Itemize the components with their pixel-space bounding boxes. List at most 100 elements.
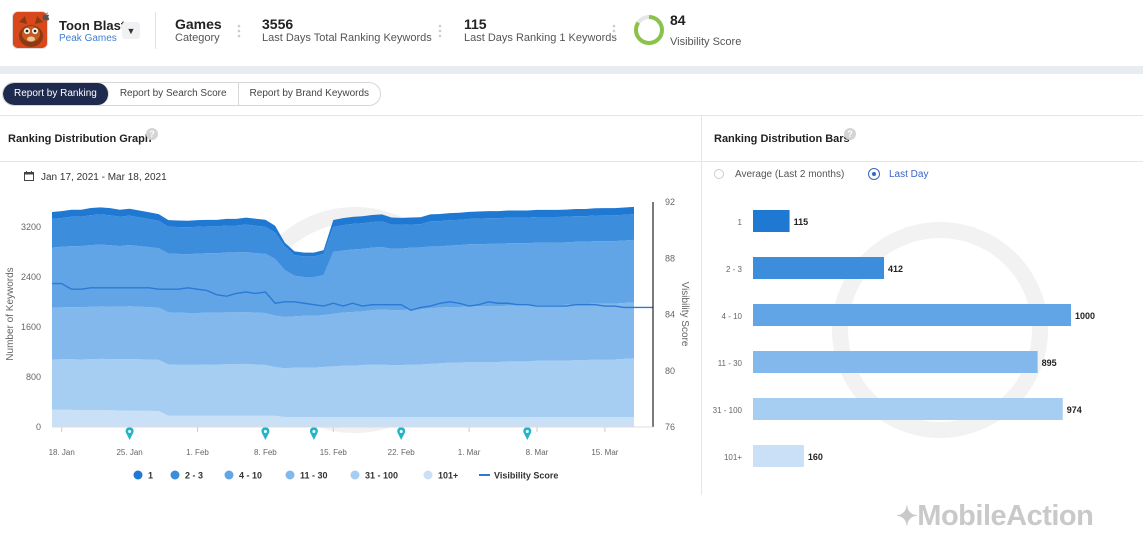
- svg-text:2 - 3: 2 - 3: [185, 471, 203, 481]
- visibility-gauge: [634, 15, 664, 45]
- annotation-marker-icon[interactable]: [261, 427, 270, 440]
- y2-tick-label: 76: [665, 422, 675, 432]
- bar-2-3[interactable]: [753, 257, 885, 279]
- x-tick-label: 8. Mar: [526, 448, 549, 457]
- app-name: Toon Blast: [59, 18, 126, 33]
- tab-report-by-ranking[interactable]: Report by Ranking: [3, 83, 109, 105]
- x-tick-label: 1. Mar: [458, 448, 481, 457]
- bar-31-100[interactable]: [753, 398, 1063, 420]
- help-icon[interactable]: ?: [146, 128, 158, 140]
- svg-text:4 - 10: 4 - 10: [239, 471, 262, 481]
- y2-axis-label: Visibility Score: [679, 282, 690, 347]
- dots-separator-icon: [237, 24, 241, 38]
- x-tick-label: 25. Jan: [116, 448, 142, 457]
- bar-category-label: 4 - 10: [722, 312, 743, 321]
- svg-text:1: 1: [148, 471, 153, 481]
- x-tick-label: 8. Feb: [254, 448, 277, 457]
- rank1-keywords-value: 115: [464, 16, 487, 32]
- report-tabs: Report by Ranking Report by Search Score…: [2, 82, 382, 106]
- radio-average-last-2-months[interactable]: [714, 169, 724, 179]
- bar-1[interactable]: [753, 210, 790, 232]
- mobileaction-watermark: ✦MobileAction: [896, 500, 1094, 533]
- svg-text:31 - 100: 31 - 100: [365, 471, 398, 481]
- y2-tick-label: 88: [665, 253, 675, 263]
- y-tick-label: 0: [36, 422, 41, 432]
- divider: [701, 161, 1143, 162]
- annotation-marker-icon[interactable]: [397, 427, 406, 440]
- rocket-watermark-icon: [832, 222, 1048, 438]
- category-label: Category: [175, 32, 220, 44]
- bar-value-label: 412: [888, 264, 903, 274]
- divider: [701, 115, 702, 495]
- y-axis-label: Number of Keywords: [5, 267, 16, 360]
- bar-11-30[interactable]: [753, 351, 1038, 373]
- y-tick-label: 3200: [21, 222, 41, 232]
- ranking-distribution-bars-title: Ranking Distribution Bars: [714, 133, 850, 145]
- legend-item-1[interactable]: 1: [133, 470, 154, 481]
- area-series-1: [52, 206, 634, 257]
- y2-tick-label: 84: [665, 310, 675, 320]
- legend-item-4-10[interactable]: 4 - 10: [224, 470, 263, 481]
- area-series-4-10: [52, 239, 634, 317]
- header-divider: [0, 66, 1143, 74]
- category-value: Games: [175, 16, 222, 32]
- mobileaction-wordmark: MobileAction: [917, 500, 1094, 532]
- area-series-101+: [52, 409, 634, 427]
- visibility-score-value: 84: [670, 12, 686, 28]
- radio-average-label[interactable]: Average (Last 2 months): [735, 169, 845, 180]
- y-tick-label: 2400: [21, 272, 41, 282]
- x-tick-label: 15. Feb: [320, 448, 348, 457]
- help-icon[interactable]: ?: [844, 128, 856, 140]
- radio-last-day[interactable]: [869, 169, 879, 179]
- y2-tick-label: 80: [665, 366, 675, 376]
- divider: [0, 115, 1143, 116]
- bar-value-label: 160: [808, 452, 823, 462]
- legend-item-2-3[interactable]: 2 - 3: [170, 470, 204, 481]
- annotation-marker-icon[interactable]: [125, 427, 134, 440]
- svg-text:11 - 30: 11 - 30: [300, 471, 328, 481]
- date-range-picker[interactable]: Jan 17, 2021 - Mar 18, 2021: [41, 172, 167, 183]
- annotation-marker-icon[interactable]: [309, 427, 318, 440]
- bar-category-label: 31 - 100: [713, 406, 743, 415]
- bar-value-label: 115: [794, 217, 809, 227]
- legend-item-31-100[interactable]: 31 - 100: [350, 470, 399, 481]
- y-tick-label: 800: [26, 372, 41, 382]
- bar-101+[interactable]: [753, 445, 804, 467]
- legend-item-visibility-score[interactable]: Visibility Score: [479, 471, 558, 481]
- bar-value-label: 895: [1042, 358, 1057, 368]
- app-icon: [12, 11, 48, 49]
- divider: [155, 12, 156, 49]
- radio-last-day-label[interactable]: Last Day: [889, 169, 929, 180]
- chevron-down-icon: ▼: [126, 25, 136, 36]
- app-switch-dropdown[interactable]: ▼: [122, 22, 140, 39]
- bar-category-label: 1: [738, 218, 743, 227]
- rank1-keywords-label: Last Days Ranking 1 Keywords: [464, 32, 617, 44]
- bar-4-10[interactable]: [753, 304, 1071, 326]
- total-keywords-label: Last Days Total Ranking Keywords: [262, 32, 432, 44]
- x-tick-label: 15. Mar: [591, 448, 618, 457]
- bar-category-label: 2 - 3: [726, 265, 743, 274]
- calendar-icon[interactable]: [24, 171, 34, 181]
- y-tick-label: 1600: [21, 322, 41, 332]
- tab-report-by-brand-keywords[interactable]: Report by Brand Keywords: [249, 88, 370, 99]
- bar-category-label: 101+: [724, 453, 742, 462]
- tab-report-by-search-score[interactable]: Report by Search Score: [109, 83, 239, 105]
- x-tick-label: 22. Feb: [388, 448, 416, 457]
- legend-item-101+[interactable]: 101+: [423, 470, 459, 481]
- apple-icon: [42, 12, 50, 21]
- legend-item-11-30[interactable]: 11 - 30: [285, 470, 328, 481]
- annotation-marker-icon[interactable]: [523, 427, 532, 440]
- ranking-distribution-bar-chart: 1 115 2 - 3 412 4 - 10 1000 11 - 30 895 31 - 100…: [713, 210, 1095, 467]
- visibility-score-label: Visibility Score: [670, 36, 742, 48]
- total-keywords-value: 3556: [262, 16, 294, 32]
- area-series-31-100: [52, 358, 634, 417]
- ranking-distribution-graph-title: Ranking Distribution Graph: [8, 133, 152, 145]
- app-developer-link[interactable]: Peak Games: [59, 33, 117, 44]
- app-header: Toon Blast Peak Games ▼ Games Category 3…: [0, 0, 1143, 66]
- area-series-2-3: [52, 214, 634, 277]
- svg-text:101+: 101+: [438, 471, 458, 481]
- bar-value-label: 974: [1067, 405, 1082, 415]
- y2-tick-label: 92: [665, 197, 675, 207]
- bar-value-label: 1000: [1075, 311, 1095, 321]
- svg-text:Visibility Score: Visibility Score: [494, 471, 558, 481]
